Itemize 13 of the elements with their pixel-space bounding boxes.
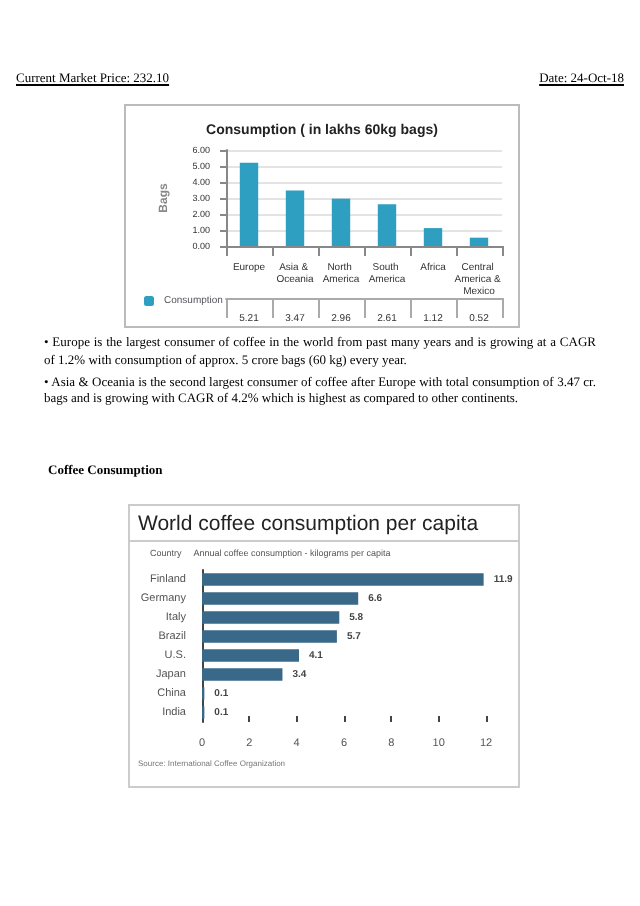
bar	[202, 630, 337, 643]
bar	[202, 668, 283, 681]
chart-title: World coffee consumption per capita	[130, 506, 518, 542]
bar	[423, 228, 443, 246]
bar	[377, 204, 397, 246]
bar	[331, 198, 351, 246]
bar	[202, 573, 484, 586]
bar	[202, 611, 340, 624]
bar	[469, 237, 489, 246]
bar	[285, 190, 305, 246]
bar	[202, 649, 300, 662]
bar	[239, 162, 259, 246]
bar	[202, 592, 359, 605]
